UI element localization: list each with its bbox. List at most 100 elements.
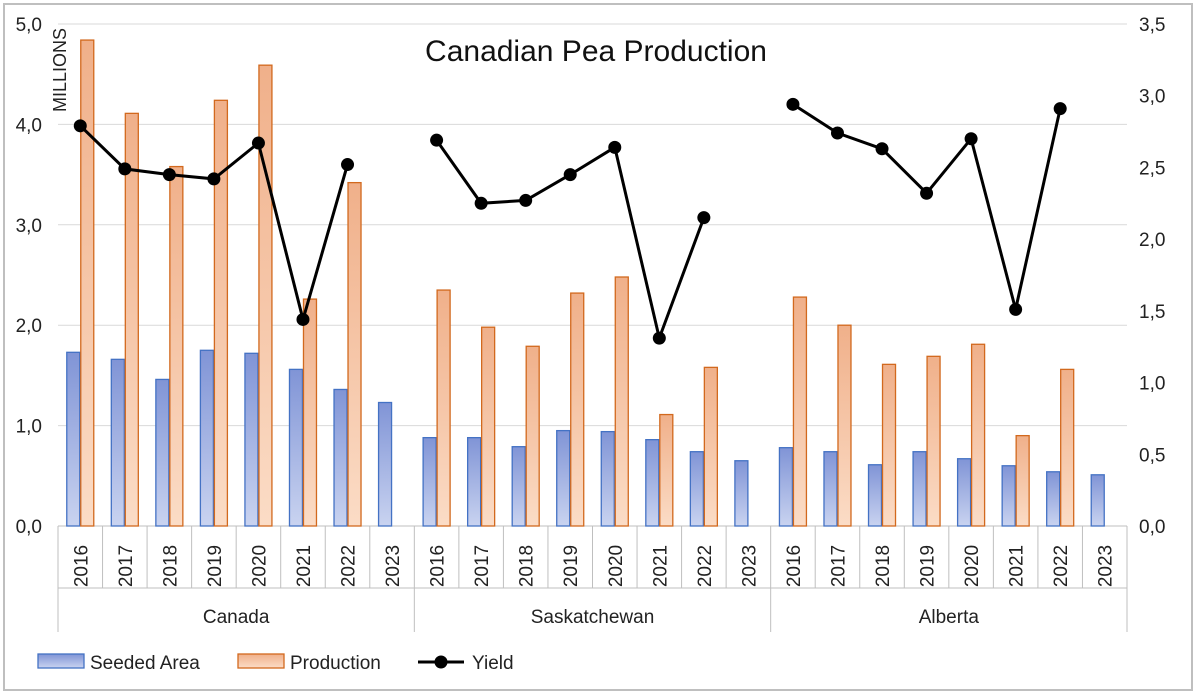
seeded-area-legend-swatch xyxy=(37,653,85,669)
seeded-area-bar xyxy=(422,436,437,527)
legend: Seeded Area Production Yield xyxy=(37,653,514,674)
seeded-area-bar xyxy=(1001,465,1016,527)
production-bar xyxy=(302,298,318,527)
production-bar xyxy=(970,343,986,527)
yield-marker xyxy=(341,158,355,172)
year-label: 2017 xyxy=(472,545,493,587)
yield-marker xyxy=(162,168,176,182)
yield-marker xyxy=(251,136,265,150)
production-bar xyxy=(659,413,674,527)
production-bar xyxy=(792,296,808,527)
left-tick-label: 0,0 xyxy=(16,517,42,538)
legend-label: Yield xyxy=(472,653,514,674)
right-tick-label: 3,0 xyxy=(1139,87,1165,108)
right-tick-label: 0,0 xyxy=(1139,517,1165,538)
yield-legend-marker xyxy=(434,655,448,669)
chart-frame xyxy=(3,3,1193,691)
production-bar xyxy=(480,326,496,527)
seeded-area-bar xyxy=(288,368,304,527)
year-label: 2019 xyxy=(561,545,582,587)
seeded-area-bar xyxy=(466,436,482,527)
seeded-area-bar xyxy=(689,451,705,527)
left-tick-label: 2,0 xyxy=(16,316,42,337)
yield-marker xyxy=(1009,302,1023,316)
seeded-area-bar xyxy=(244,352,259,527)
year-label: 2020 xyxy=(606,545,627,587)
year-label: 2022 xyxy=(339,545,360,587)
year-label: 2019 xyxy=(918,545,939,587)
seeded-area-bar xyxy=(600,430,615,527)
production-bar xyxy=(570,292,585,527)
production-bar xyxy=(169,165,184,527)
production-bar xyxy=(347,181,362,527)
seeded-area-bar xyxy=(1090,474,1105,527)
seeded-area-bar xyxy=(511,446,526,527)
seeded-area-bar xyxy=(66,351,81,527)
production-legend-swatch xyxy=(237,653,285,669)
yield-marker xyxy=(118,162,132,176)
yield-marker xyxy=(207,172,221,186)
seeded-area-bar xyxy=(110,358,125,527)
seeded-area-bar xyxy=(1046,471,1061,527)
year-label: 2020 xyxy=(962,545,983,587)
production-bar xyxy=(837,324,852,527)
yield-marker xyxy=(830,126,844,140)
production-bar xyxy=(258,64,273,527)
axes: 0,0 1,0 2,0 3,0 4,0 5,0 0,0 0,5 1,0 1,5 2,0 2,5 3,0 3… xyxy=(16,15,1165,632)
y-unit-label: MILLIONS xyxy=(50,28,70,112)
group-label: Canada xyxy=(203,607,270,628)
production-bar xyxy=(80,39,95,527)
left-tick-label: 3,0 xyxy=(16,216,42,237)
seeded-area-bar xyxy=(823,451,838,527)
seeded-area-bar xyxy=(556,429,571,527)
seeded-area-bar xyxy=(155,378,170,527)
yield-marker xyxy=(608,140,622,154)
yield-marker xyxy=(786,97,800,111)
seeded-area-bar xyxy=(377,401,393,527)
chart-title: Canadian Pea Production xyxy=(425,35,767,68)
year-label: 2020 xyxy=(249,545,270,587)
seeded-area-bar xyxy=(333,388,348,527)
right-tick-label: 2,5 xyxy=(1139,158,1165,179)
yield-marker xyxy=(652,331,666,345)
yield-marker xyxy=(563,168,577,182)
production-bar xyxy=(436,289,451,527)
year-label: 2018 xyxy=(517,545,538,587)
year-label: 2018 xyxy=(873,545,894,587)
year-label: 2023 xyxy=(739,545,760,587)
production-bar xyxy=(1060,368,1075,527)
seeded-area-bar xyxy=(867,464,883,527)
year-label: 2021 xyxy=(294,545,315,587)
legend-label: Production xyxy=(290,653,381,674)
yield-marker xyxy=(73,119,87,133)
production-bar xyxy=(926,355,941,527)
legend-label: Seeded Area xyxy=(90,653,200,674)
right-tick-label: 2,0 xyxy=(1139,230,1165,251)
seeded-area-bar xyxy=(956,458,972,527)
yield-marker xyxy=(430,133,444,147)
year-label: 2023 xyxy=(383,545,404,587)
group-label: Alberta xyxy=(919,607,980,628)
yield-marker xyxy=(697,211,711,225)
production-bar xyxy=(1015,434,1030,527)
yield-marker xyxy=(474,196,488,210)
year-label: 2019 xyxy=(205,545,226,587)
right-tick-label: 3,5 xyxy=(1139,15,1165,36)
year-label: 2021 xyxy=(650,545,671,587)
yield-marker xyxy=(1053,102,1067,116)
left-tick-label: 5,0 xyxy=(16,15,42,36)
seeded-area-bar xyxy=(734,460,749,527)
year-label: 2016 xyxy=(428,545,449,587)
seeded-area-bar xyxy=(778,447,794,527)
yield-marker xyxy=(875,142,889,156)
left-tick-label: 4,0 xyxy=(16,115,42,136)
bars xyxy=(66,39,1105,527)
seeded-area-bar xyxy=(645,439,660,527)
seeded-area-bar xyxy=(912,451,927,527)
year-label: 2022 xyxy=(1051,545,1072,587)
production-bar xyxy=(881,363,897,527)
year-label: 2023 xyxy=(1096,545,1117,587)
year-label: 2016 xyxy=(784,545,805,587)
year-label: 2018 xyxy=(160,545,181,587)
